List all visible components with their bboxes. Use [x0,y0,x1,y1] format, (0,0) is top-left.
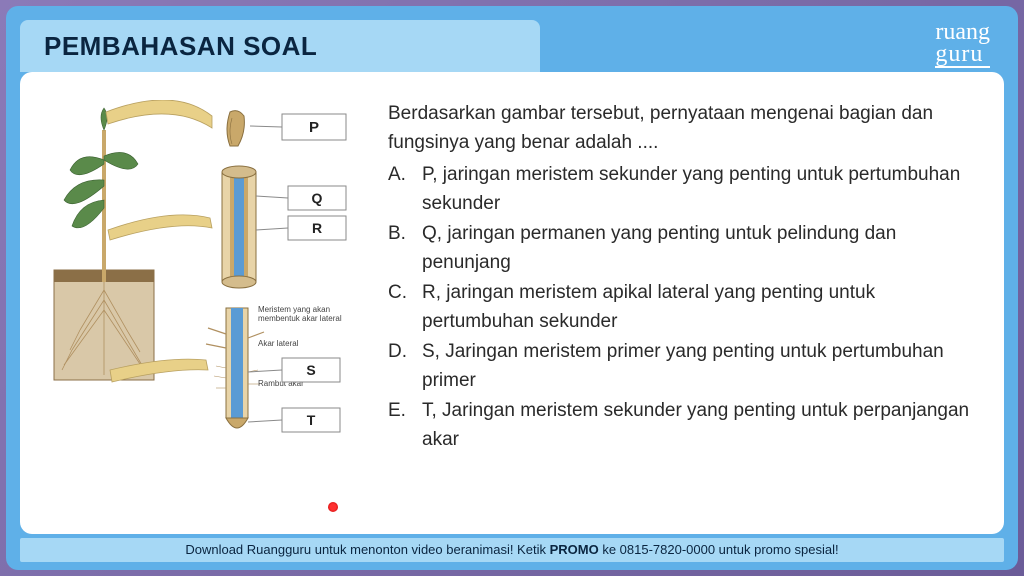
option-a: A.P, jaringan meristem sekunder yang pen… [388,161,974,218]
option-b: B.Q, jaringan permanen yang penting untu… [388,220,974,277]
diagram-svg: P Q R [50,100,360,460]
page-title: PEMBAHASAN SOAL [44,31,317,62]
label-P: P [309,119,319,136]
label-meristem-2: membentuk akar lateral [258,314,342,323]
label-T: T [307,412,316,428]
label-akar-lateral: Akar lateral [258,339,299,348]
laser-pointer-icon [328,502,338,512]
label-R: R [312,220,322,236]
footer-post: ke 0815-7820-0000 untuk promo spesial! [599,542,839,557]
question-block: Berdasarkan gambar tersebut, pernyataan … [388,100,974,514]
options-list: A.P, jaringan meristem sekunder yang pen… [388,161,974,454]
brand-line2: guru [935,44,990,69]
option-d: D.S, Jaringan meristem primer yang penti… [388,338,974,395]
footer-bold: PROMO [550,542,599,557]
header-tab: PEMBAHASAN SOAL [20,20,540,72]
plant-diagram: P Q R [50,100,360,514]
brand-logo: ruang guru [935,22,990,68]
footer-pre: Download Ruangguru untuk menonton video … [185,542,549,557]
label-S: S [306,362,315,378]
label-meristem-1: Meristem yang akan [258,305,330,314]
label-Q: Q [312,190,323,206]
footer-promo: Download Ruangguru untuk menonton video … [20,538,1004,562]
option-c: C.R, jaringan meristem apikal lateral ya… [388,279,974,336]
outer-frame: PEMBAHASAN SOAL ruang guru [6,6,1018,570]
content-card: P Q R [20,72,1004,534]
question-stem: Berdasarkan gambar tersebut, pernyataan … [388,100,974,157]
option-e: E.T, Jaringan meristem sekunder yang pen… [388,397,974,454]
